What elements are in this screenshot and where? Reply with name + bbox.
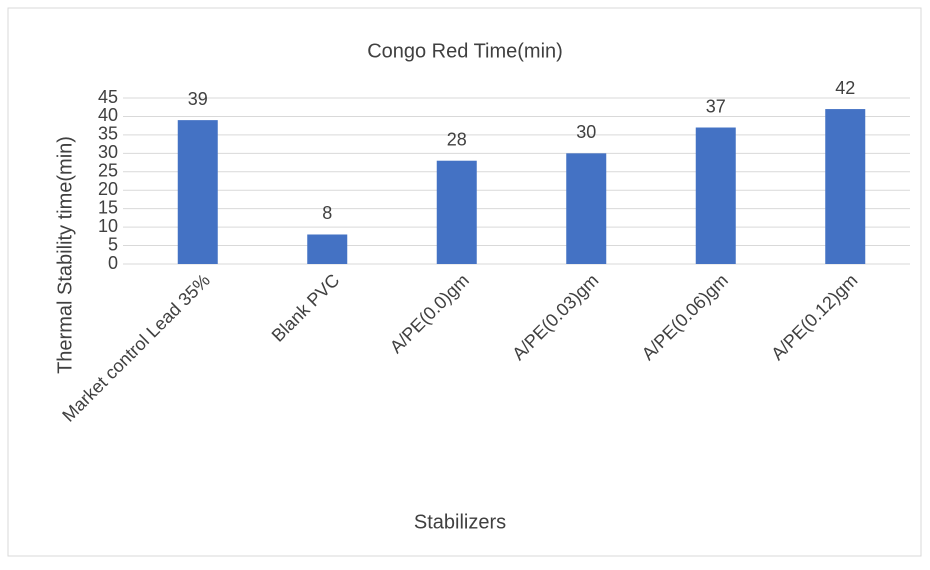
data-label: 8	[322, 203, 332, 223]
y-tick-label: 20	[98, 179, 118, 199]
data-label: 42	[835, 78, 855, 98]
y-tick-label: 10	[98, 216, 118, 236]
chart-title: Congo Red Time(min)	[367, 40, 563, 62]
y-tick-label: 0	[108, 253, 118, 273]
x-axis-title: Stabilizers	[414, 511, 506, 533]
data-label: 37	[706, 96, 726, 116]
y-tick-label: 30	[98, 142, 118, 162]
bar	[695, 127, 736, 264]
bar	[566, 153, 607, 264]
y-tick-label: 25	[98, 161, 118, 181]
bar	[825, 109, 866, 264]
data-label: 28	[447, 129, 467, 149]
data-label: 39	[188, 89, 208, 109]
y-tick-label: 5	[108, 234, 118, 254]
bar	[177, 120, 218, 264]
data-label: 30	[576, 122, 596, 142]
y-tick-label: 40	[98, 105, 118, 125]
y-tick-label: 45	[98, 87, 118, 107]
chart-border	[7, 7, 922, 557]
bar	[307, 234, 348, 264]
y-tick-label: 35	[98, 124, 118, 144]
bar	[436, 160, 477, 264]
y-axis-title: Thermal Stability time(min)	[54, 136, 76, 374]
y-tick-label: 15	[98, 197, 118, 217]
